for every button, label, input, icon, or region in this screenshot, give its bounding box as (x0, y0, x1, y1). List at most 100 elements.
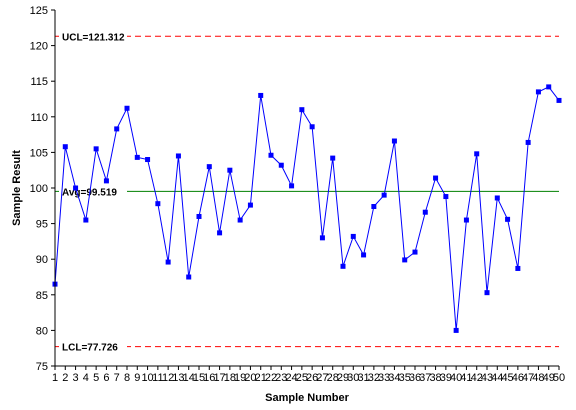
x-tick-label: 4 (83, 372, 89, 384)
x-tick-label: 46 (512, 372, 524, 384)
x-axis-title: Sample Number (265, 392, 349, 404)
data-point (453, 327, 459, 333)
x-tick-label: 44 (491, 372, 503, 384)
x-tick-label: 19 (234, 372, 246, 384)
x-tick-label: 40 (450, 372, 462, 384)
data-point (412, 249, 418, 255)
x-tick-label: 49 (543, 372, 555, 384)
x-tick-label: 25 (296, 372, 308, 384)
y-tick-label: 80 (36, 325, 48, 337)
data-point (546, 84, 552, 90)
x-tick-label: 33 (378, 372, 390, 384)
data-point (237, 217, 243, 223)
y-tick-label: 115 (30, 76, 48, 88)
x-tick-label: 10 (141, 372, 153, 384)
y-tick-label: 90 (36, 254, 48, 266)
data-point (155, 201, 161, 207)
x-tick-label: 27 (316, 372, 328, 384)
data-point (289, 183, 295, 189)
data-point (556, 97, 562, 103)
data-point (165, 259, 171, 265)
data-point (134, 154, 140, 160)
data-point (525, 139, 531, 145)
x-tick-label: 7 (114, 372, 120, 384)
x-tick-label: 20 (244, 372, 256, 384)
x-tick-label: 13 (172, 372, 184, 384)
x-tick-label: 29 (337, 372, 349, 384)
y-ticks: 75 80 85 90 95 100 105 110 115 120 125 (30, 5, 55, 373)
axes (54, 10, 559, 367)
data-point (227, 167, 233, 173)
y-tick-label: 105 (30, 147, 48, 159)
x-tick-label: 47 (522, 372, 534, 384)
data-point (402, 257, 408, 263)
data-point (391, 138, 397, 144)
data-point (350, 233, 356, 239)
x-tick-label: 28 (327, 372, 339, 384)
data-point (247, 202, 253, 208)
x-tick-label: 38 (429, 372, 441, 384)
data-point (330, 155, 336, 161)
x-tick-label: 21 (255, 372, 267, 384)
x-tick-label: 37 (419, 372, 431, 384)
data-point (114, 126, 120, 132)
y-tick-label: 125 (30, 5, 48, 17)
y-tick-label: 110 (30, 112, 48, 124)
y-tick-label: 100 (30, 183, 48, 195)
data-point (340, 263, 346, 269)
x-tick-label: 2 (62, 372, 68, 384)
x-tick-label: 18 (224, 372, 236, 384)
data-point (278, 162, 284, 168)
x-tick-label: 36 (409, 372, 421, 384)
data-point (309, 124, 315, 130)
x-tick-label: 6 (103, 372, 109, 384)
data-point (361, 252, 367, 258)
data-point (83, 217, 89, 223)
data-point (206, 164, 212, 170)
series-line (54, 86, 560, 331)
x-tick-label: 15 (193, 372, 205, 384)
x-tick-label: 41 (460, 372, 472, 384)
x-tick-label: 30 (347, 372, 359, 384)
x-tick-label: 5 (93, 372, 99, 384)
x-tick-label: 9 (134, 372, 140, 384)
y-tick-label: 75 (36, 361, 48, 373)
x-tick-label: 11 (152, 372, 163, 384)
x-tick-label: 22 (265, 372, 277, 384)
data-point (175, 153, 181, 159)
reference-label-background (59, 339, 127, 353)
data-point (319, 235, 325, 241)
data-point (463, 217, 469, 223)
data-point (535, 89, 541, 95)
x-tick-label: 43 (481, 372, 493, 384)
reference-label-background (59, 29, 127, 43)
x-tick-label: 32 (368, 372, 380, 384)
x-tick-label: 26 (306, 372, 318, 384)
data-point (515, 265, 521, 271)
data-point (186, 274, 192, 280)
data-point (371, 204, 377, 210)
data-point (73, 185, 79, 191)
data-point (381, 192, 387, 198)
x-tick-label: 39 (440, 372, 452, 384)
y-tick-label: 95 (36, 219, 48, 231)
x-tick-label: 1 (52, 372, 58, 384)
reference-label: LCL=77.726 (62, 343, 118, 354)
x-tick-label: 16 (203, 372, 215, 384)
x-tick-label: 48 (532, 372, 544, 384)
x-tick-label: 50 (553, 372, 565, 384)
x-tick-label: 42 (471, 372, 483, 384)
data-point (433, 175, 439, 181)
data-series (52, 84, 562, 333)
data-point (62, 144, 68, 150)
y-axis-title: Sample Result (11, 150, 23, 226)
x-tick-label: 23 (275, 372, 287, 384)
data-point (494, 195, 500, 201)
data-point (474, 151, 480, 157)
x-tick-label: 31 (357, 372, 369, 384)
x-tick-label: 35 (399, 372, 411, 384)
data-point (258, 92, 264, 98)
x-tick-label: 3 (73, 372, 79, 384)
x-tick-label: 12 (162, 372, 174, 384)
data-point (268, 152, 274, 158)
